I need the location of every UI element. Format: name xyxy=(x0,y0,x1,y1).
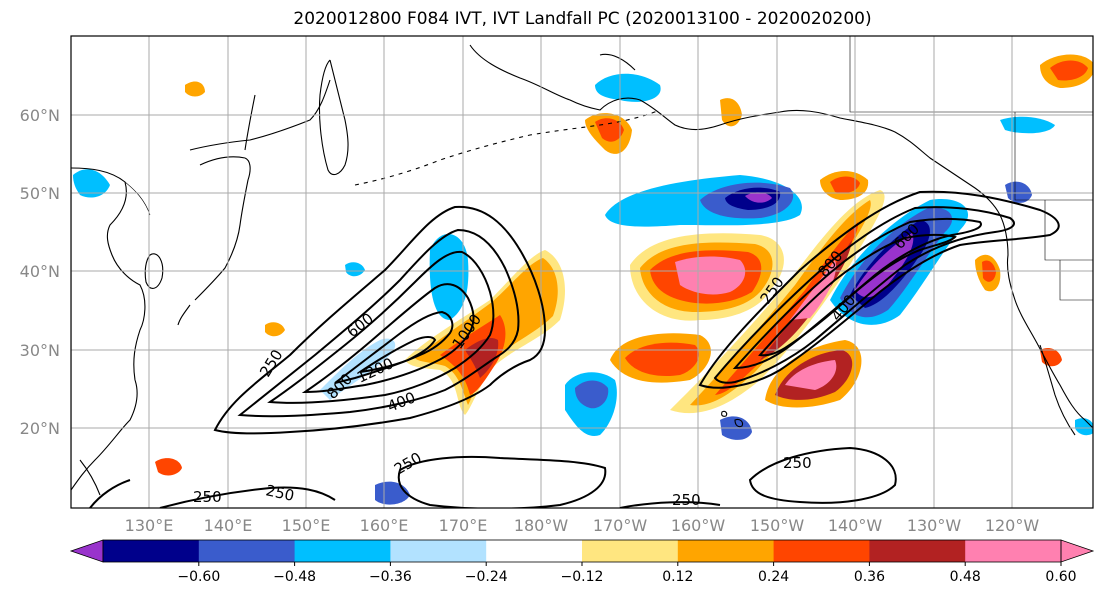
colorbar-tick-label: 0.24 xyxy=(758,569,789,585)
colorbar-tick-label: −0.12 xyxy=(561,569,604,585)
lon-label: 180°W xyxy=(514,516,569,535)
lon-label: 150°E xyxy=(282,516,331,535)
colorbar-segment xyxy=(294,540,391,562)
lon-label: 160°E xyxy=(360,516,409,535)
colorbar-segment xyxy=(965,540,1062,562)
colorbar-tick-label: −0.36 xyxy=(369,569,412,585)
colorbar-tick-label: 0.36 xyxy=(854,569,885,585)
colorbar: −0.60 −0.48 −0.36 −0.24 −0.12 0.12 0.24 0.36 0.4… xyxy=(69,539,1095,585)
colorbar-tick-label: 0.60 xyxy=(1045,569,1076,585)
lon-label: 140°W xyxy=(828,516,883,535)
colorbar-tick-label: 0.48 xyxy=(950,569,981,585)
map-border xyxy=(70,35,1094,509)
lon-label: 170°E xyxy=(439,516,488,535)
latitude-labels: 60°N 50°N 40°N 30°N 20°N xyxy=(20,106,60,438)
lon-label: 130°W xyxy=(907,516,962,535)
colorbar-tick-label: −0.24 xyxy=(465,569,508,585)
colorbar-extend-low xyxy=(69,539,104,563)
colorbar-segment xyxy=(486,540,583,562)
lat-label: 50°N xyxy=(20,184,60,203)
gridlines xyxy=(71,36,1093,508)
lon-label: 140°E xyxy=(204,516,253,535)
colorbar-segment xyxy=(869,540,966,562)
lon-label: 170°W xyxy=(593,516,648,535)
lat-label: 30°N xyxy=(20,341,60,360)
pc-shading xyxy=(73,54,1093,505)
colorbar-segment xyxy=(773,540,870,562)
contour-label: 250 xyxy=(264,481,296,505)
colorbar-extend-high xyxy=(1060,539,1095,563)
colorbar-segment xyxy=(677,540,775,562)
colorbar-tick-label: −0.60 xyxy=(177,569,220,585)
colorbar-segment xyxy=(582,540,679,562)
lon-label: 120°W xyxy=(985,516,1040,535)
lat-label: 20°N xyxy=(20,419,60,438)
lon-label: 130°E xyxy=(125,516,174,535)
colorbar-tick-label: 0.12 xyxy=(662,569,693,585)
ivt-contours xyxy=(89,190,1060,508)
colorbar-segment xyxy=(198,540,296,562)
contour-label: 250 xyxy=(672,491,701,509)
lat-label: 40°N xyxy=(20,262,60,281)
contour-label: 250 xyxy=(783,454,812,472)
colorbar-tick-label: −0.48 xyxy=(273,569,316,585)
lat-label: 60°N xyxy=(20,106,60,125)
lon-label: 150°W xyxy=(750,516,805,535)
colorbar-segment xyxy=(103,540,200,562)
longitude-labels: 130°E 140°E 150°E 160°E 170°E 180°W 170°… xyxy=(125,516,1040,535)
colorbar-segment xyxy=(390,540,487,562)
contour-label: 250 xyxy=(193,488,222,506)
map-title: 2020012800 F084 IVT, IVT Landfall PC (20… xyxy=(293,9,872,29)
coastlines xyxy=(71,44,1093,500)
lon-label: 160°W xyxy=(671,516,726,535)
map-area xyxy=(71,36,1093,508)
